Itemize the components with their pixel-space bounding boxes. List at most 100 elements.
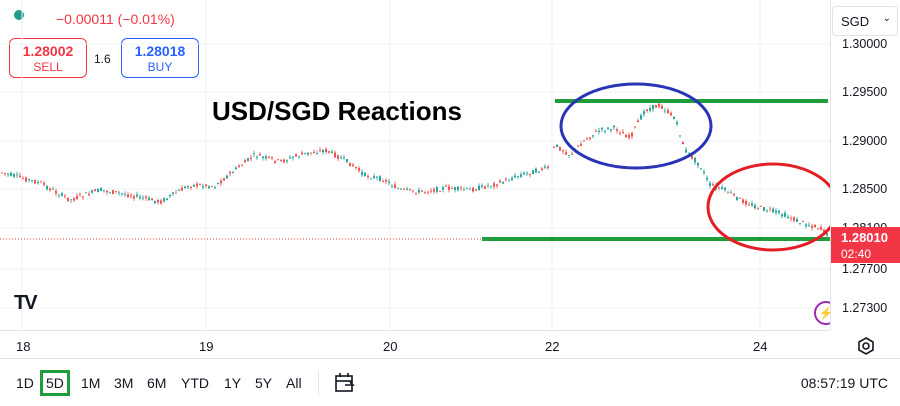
candle-body — [685, 149, 687, 153]
candle-body — [508, 180, 510, 182]
candle-body — [754, 205, 756, 209]
red-highlight-circle — [706, 162, 830, 252]
candle-body — [511, 178, 513, 180]
candle-body — [619, 133, 621, 134]
candle-body — [19, 175, 21, 178]
candle-body — [763, 207, 765, 211]
bottom-toolbar: 1D 5D 1M 3M 6M YTD 1Y 5Y All 08:57:19 UT… — [0, 358, 900, 406]
candle-body — [178, 189, 180, 191]
candle-body — [670, 112, 672, 115]
candle-body — [124, 194, 126, 195]
candle-body — [121, 193, 123, 195]
candle-body — [595, 130, 597, 132]
candle-body — [781, 214, 783, 217]
candle-body — [94, 189, 96, 191]
candle-body — [403, 188, 405, 190]
candle-body — [235, 167, 237, 169]
candle-body — [346, 159, 348, 163]
candle-body — [4, 173, 6, 174]
candle-body — [190, 187, 192, 188]
candle-body — [643, 111, 645, 115]
time-label: 19 — [199, 339, 214, 354]
period-5d-button[interactable]: 5D — [40, 370, 70, 396]
candle-body — [217, 183, 219, 185]
candle-body — [169, 195, 171, 197]
candle-body — [280, 159, 282, 161]
candle-body — [517, 176, 519, 177]
candle-body — [382, 181, 384, 182]
candle-body — [91, 190, 93, 193]
candle-body — [784, 212, 786, 217]
candle-body — [532, 170, 534, 175]
candle-body — [262, 156, 264, 158]
candle-body — [481, 185, 483, 187]
candle-body — [232, 172, 234, 174]
candle-body — [229, 171, 231, 174]
currency-select[interactable]: SGD ⌄ — [832, 6, 898, 36]
candle-body — [7, 173, 9, 175]
candle-body — [454, 187, 456, 190]
price-change: −0.00011 (−0.01%) — [56, 11, 175, 27]
settings-icon[interactable] — [856, 336, 876, 356]
price-axis[interactable] — [830, 0, 900, 330]
candle-body — [415, 193, 417, 195]
buy-button[interactable]: 1.28018 BUY — [121, 38, 199, 78]
candle-body — [259, 154, 261, 156]
period-1y-button[interactable]: 1Y — [224, 375, 242, 391]
candle-body — [733, 193, 735, 196]
candle-body — [304, 152, 306, 154]
candle-body — [778, 210, 780, 213]
candle-body — [265, 156, 267, 159]
candle-body — [808, 225, 810, 226]
candle-body — [559, 147, 561, 151]
period-ytd-button[interactable]: YTD — [181, 375, 209, 391]
candle-body — [529, 173, 531, 175]
period-1d-button[interactable]: 1D — [16, 375, 34, 391]
period-3m-button[interactable]: 3M — [114, 375, 134, 391]
time-axis[interactable]: 18 19 20 22 24 — [0, 330, 830, 359]
candle-body — [484, 186, 486, 189]
candle-body — [205, 184, 207, 186]
candle-body — [418, 190, 420, 193]
candle-body — [676, 122, 678, 124]
candle-body — [88, 193, 90, 196]
period-6m-button[interactable]: 6M — [147, 375, 167, 391]
sell-price: 1.28002 — [22, 43, 74, 59]
candle-body — [427, 191, 429, 193]
candle-body — [85, 192, 87, 194]
candle-body — [682, 141, 684, 145]
candle-body — [487, 185, 489, 187]
candle-body — [478, 185, 480, 191]
candle-body — [196, 183, 198, 187]
candle-body — [448, 186, 450, 190]
candle-body — [661, 106, 663, 109]
price-tick: 1.27300 — [842, 301, 888, 315]
candle-body — [76, 195, 78, 200]
candle-body — [343, 157, 345, 158]
candle-body — [301, 152, 303, 155]
price-chart[interactable] — [0, 0, 830, 330]
candle-body — [250, 157, 252, 159]
candle-body — [298, 156, 300, 158]
candle-body — [364, 172, 366, 176]
candle-body — [721, 187, 723, 189]
candle-body — [286, 160, 288, 162]
candle-body — [145, 196, 147, 199]
candle-body — [556, 144, 558, 147]
candle-body — [520, 174, 522, 177]
period-all-button[interactable]: All — [286, 375, 302, 391]
candle-body — [316, 153, 318, 154]
candle-body — [697, 162, 699, 166]
period-1m-button[interactable]: 1M — [81, 375, 101, 391]
candle-body — [136, 194, 138, 197]
last-price-badge: 1.28010 02:40 — [831, 227, 900, 263]
date-range-icon[interactable] — [333, 371, 357, 395]
candle-body — [589, 137, 591, 139]
price-tick: 1.30000 — [842, 37, 888, 51]
bar-countdown: 02:40 — [841, 247, 872, 261]
time-label: 18 — [16, 339, 31, 354]
candle-body — [742, 199, 744, 203]
period-5y-button[interactable]: 5Y — [255, 375, 273, 391]
candlestick-series — [1, 101, 828, 238]
candle-body — [379, 176, 381, 181]
